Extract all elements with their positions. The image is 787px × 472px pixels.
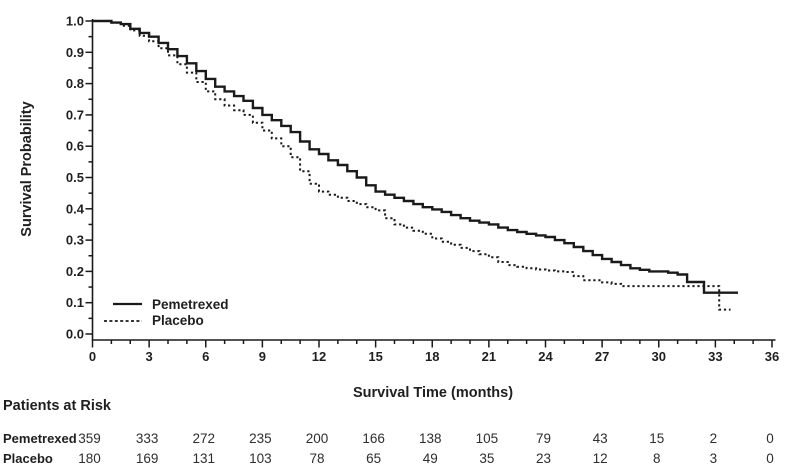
x-tick-label: 15 [368,349,382,364]
x-tick-label: 21 [482,349,496,364]
y-axis-title: Survival Probability [19,101,35,237]
legend-label-pemetrexed: Pemetrexed [152,296,229,312]
y-tick-label: 0.6 [66,139,84,154]
at-risk-count: 12 [592,451,608,466]
y-tick-label: 1.0 [66,14,84,29]
patients-at-risk-title: Patients at Risk [3,398,111,414]
at-risk-count: 200 [305,431,329,446]
at-risk-count: 43 [592,431,608,446]
y-tick-label: 0.7 [66,107,84,122]
at-risk-count: 272 [192,431,216,446]
curve-pemetrexed [92,19,738,294]
x-tick-label: 9 [259,349,266,364]
x-tick-label: 27 [595,349,609,364]
x-tick-label: 18 [425,349,439,364]
at-risk-count: 2 [709,431,718,446]
at-risk-count: 180 [78,451,101,466]
y-tick-label: 0.1 [66,295,84,310]
legend-item-pemetrexed: Pemetrexed [104,296,229,313]
at-risk-count: 23 [535,451,552,466]
legend: Pemetrexed Placebo [104,296,229,329]
curve-placebo [92,20,731,311]
at-risk-count: 65 [366,451,382,466]
at-risk-count: 103 [249,451,272,466]
y-tick-label: 0.3 [66,233,84,248]
at-risk-count: 15 [649,431,665,446]
at-risk-count: 49 [422,451,438,466]
y-tick-label: 0.9 [66,45,84,60]
at-risk-count: 79 [535,431,552,446]
at-risk-count: 235 [249,431,272,446]
risk-row-label-placebo: Placebo [3,451,53,466]
x-tick-label: 6 [202,349,209,364]
dotted-line-swatch [104,319,142,322]
y-tick-label: 0.4 [66,201,85,216]
at-risk-count: 78 [309,451,325,466]
y-tick-label: 0.5 [66,170,84,185]
legend-label-placebo: Placebo [152,313,204,329]
at-risk-count: 138 [418,431,442,446]
y-tick-label: 0.2 [66,264,84,279]
at-risk-count: 169 [135,451,159,466]
at-risk-count: 3 [709,451,718,466]
x-tick-label: 0 [89,349,96,364]
x-tick-label: 24 [538,349,553,364]
x-tick-label: 30 [652,349,666,364]
x-axis-title: Survival Time (months) [352,385,514,401]
risk-row-label-pemetrexed: Pemetrexed [3,431,77,446]
at-risk-count: 359 [78,431,101,446]
x-tick-label: 36 [765,349,779,364]
x-tick-label: 33 [708,349,722,364]
legend-item-placebo: Placebo [104,313,229,330]
at-risk-count: 333 [135,431,159,446]
at-risk-count: 0 [766,431,774,446]
solid-line-swatch [113,303,142,306]
at-risk-count: 0 [766,451,774,466]
at-risk-count: 8 [652,451,661,466]
x-tick-label: 12 [312,349,326,364]
axis-lines [91,19,776,341]
at-risk-count: 105 [475,431,499,446]
at-risk-count: 35 [479,451,495,466]
at-risk-count: 131 [192,451,216,466]
y-tick-label: 0.0 [66,327,84,342]
x-tick-label: 3 [146,349,153,364]
y-tick-label: 0.8 [66,76,84,91]
at-risk-count: 166 [362,431,385,446]
